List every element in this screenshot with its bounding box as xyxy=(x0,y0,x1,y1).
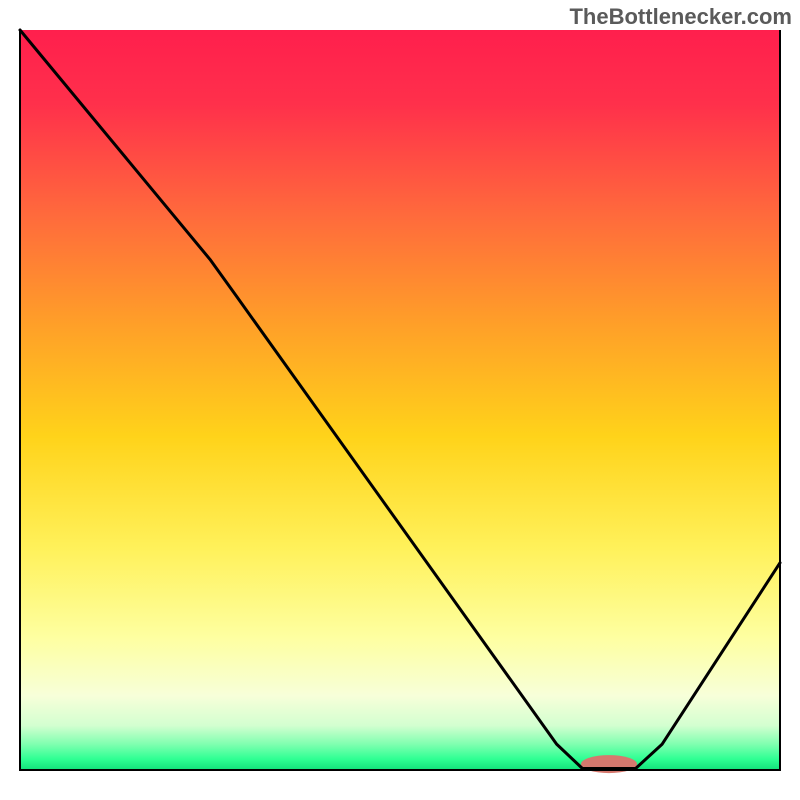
bottleneck-chart: TheBottlenecker.com xyxy=(0,0,800,800)
watermark-text: TheBottlenecker.com xyxy=(569,4,792,30)
chart-canvas xyxy=(0,0,800,800)
